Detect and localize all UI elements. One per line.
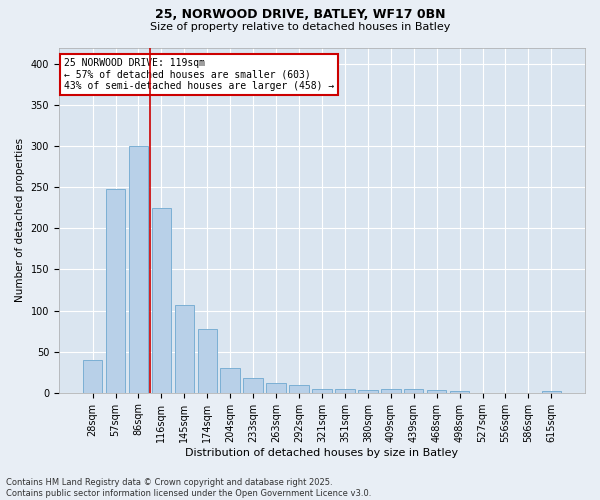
Bar [83,360,103,392]
Bar [542,391,561,392]
Bar [381,390,401,392]
Bar [106,189,125,392]
Bar [450,391,469,392]
Y-axis label: Number of detached properties: Number of detached properties [15,138,25,302]
Bar [335,390,355,392]
Text: 25 NORWOOD DRIVE: 119sqm
← 57% of detached houses are smaller (603)
43% of semi-: 25 NORWOOD DRIVE: 119sqm ← 57% of detach… [64,58,334,91]
Text: 25, NORWOOD DRIVE, BATLEY, WF17 0BN: 25, NORWOOD DRIVE, BATLEY, WF17 0BN [155,8,445,20]
Bar [289,384,309,392]
Bar [266,383,286,392]
Text: Contains HM Land Registry data © Crown copyright and database right 2025.
Contai: Contains HM Land Registry data © Crown c… [6,478,371,498]
Bar [152,208,171,392]
Bar [244,378,263,392]
Bar [175,305,194,392]
Bar [220,368,240,392]
Bar [312,388,332,392]
Bar [404,388,424,392]
Bar [197,330,217,392]
Bar [128,146,148,392]
Bar [427,390,446,392]
Bar [358,390,377,392]
Text: Size of property relative to detached houses in Batley: Size of property relative to detached ho… [150,22,450,32]
X-axis label: Distribution of detached houses by size in Batley: Distribution of detached houses by size … [185,448,458,458]
